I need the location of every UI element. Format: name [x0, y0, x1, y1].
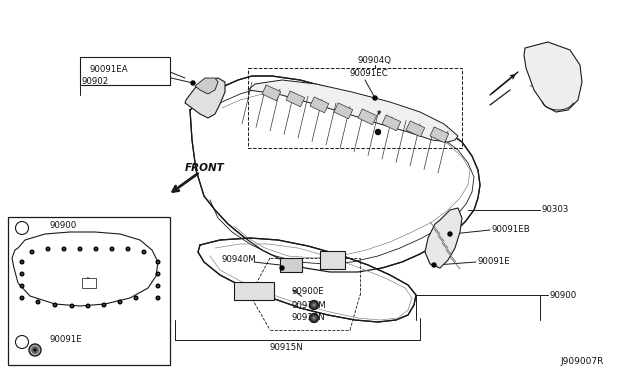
Circle shape	[20, 272, 24, 276]
Circle shape	[70, 304, 74, 308]
Circle shape	[20, 260, 24, 264]
Bar	[382, 115, 401, 131]
Circle shape	[32, 347, 38, 353]
Polygon shape	[248, 80, 458, 142]
Circle shape	[156, 272, 160, 276]
Bar	[286, 91, 305, 107]
Polygon shape	[195, 78, 218, 94]
Circle shape	[191, 81, 195, 85]
Text: 90091EA: 90091EA	[90, 64, 129, 74]
Bar	[234, 282, 274, 300]
Text: 90900E: 90900E	[292, 288, 324, 296]
Text: A: A	[19, 224, 25, 232]
Text: 90091E: 90091E	[50, 336, 83, 344]
Bar	[310, 97, 329, 113]
Polygon shape	[425, 208, 462, 268]
Text: 90910N: 90910N	[292, 314, 326, 323]
Circle shape	[448, 232, 452, 236]
Circle shape	[53, 303, 57, 307]
Bar	[262, 85, 281, 101]
Circle shape	[110, 247, 114, 251]
Circle shape	[376, 129, 381, 135]
Circle shape	[312, 316, 316, 320]
Circle shape	[86, 304, 90, 308]
Circle shape	[62, 247, 66, 251]
Text: 90915N: 90915N	[270, 343, 304, 352]
Polygon shape	[198, 238, 416, 322]
Circle shape	[20, 296, 24, 300]
Text: A: A	[19, 337, 25, 346]
Bar	[280, 258, 302, 272]
Bar	[80, 57, 170, 85]
Circle shape	[20, 284, 24, 288]
Text: 90970M: 90970M	[292, 301, 327, 310]
Circle shape	[46, 247, 50, 251]
Circle shape	[15, 336, 29, 349]
Text: 90091E: 90091E	[478, 257, 511, 266]
Circle shape	[156, 284, 160, 288]
Bar	[334, 103, 353, 119]
Bar	[8, 217, 170, 365]
Circle shape	[432, 263, 436, 267]
Polygon shape	[190, 76, 480, 272]
Circle shape	[102, 303, 106, 307]
Circle shape	[280, 266, 284, 270]
Bar	[320, 251, 345, 269]
Text: 90091EB: 90091EB	[492, 224, 531, 234]
Circle shape	[78, 247, 82, 251]
Circle shape	[156, 260, 160, 264]
Text: 90900: 90900	[50, 221, 77, 231]
Circle shape	[126, 247, 130, 251]
Text: 90303: 90303	[542, 205, 570, 215]
Text: J909007R: J909007R	[560, 357, 604, 366]
Circle shape	[310, 314, 319, 323]
Text: 90091EC: 90091EC	[350, 70, 388, 78]
Circle shape	[373, 96, 377, 100]
Bar	[406, 121, 425, 137]
Circle shape	[30, 250, 34, 254]
Polygon shape	[12, 232, 158, 306]
Circle shape	[34, 349, 36, 351]
Circle shape	[312, 303, 316, 307]
Polygon shape	[524, 42, 582, 112]
Circle shape	[156, 296, 160, 300]
Circle shape	[142, 250, 146, 254]
Bar	[358, 109, 377, 125]
Text: FRONT: FRONT	[185, 163, 225, 173]
Circle shape	[134, 296, 138, 300]
Circle shape	[310, 301, 319, 310]
Circle shape	[94, 247, 98, 251]
Polygon shape	[185, 78, 225, 118]
Text: 90900: 90900	[550, 291, 577, 299]
Text: 90902: 90902	[82, 77, 109, 86]
Circle shape	[36, 300, 40, 304]
Bar	[82, 278, 96, 288]
Circle shape	[15, 221, 29, 234]
Circle shape	[86, 278, 90, 282]
Circle shape	[118, 300, 122, 304]
Text: 90904Q: 90904Q	[358, 57, 392, 65]
Bar	[430, 127, 449, 143]
Circle shape	[29, 344, 41, 356]
Text: 90940M: 90940M	[222, 256, 257, 264]
